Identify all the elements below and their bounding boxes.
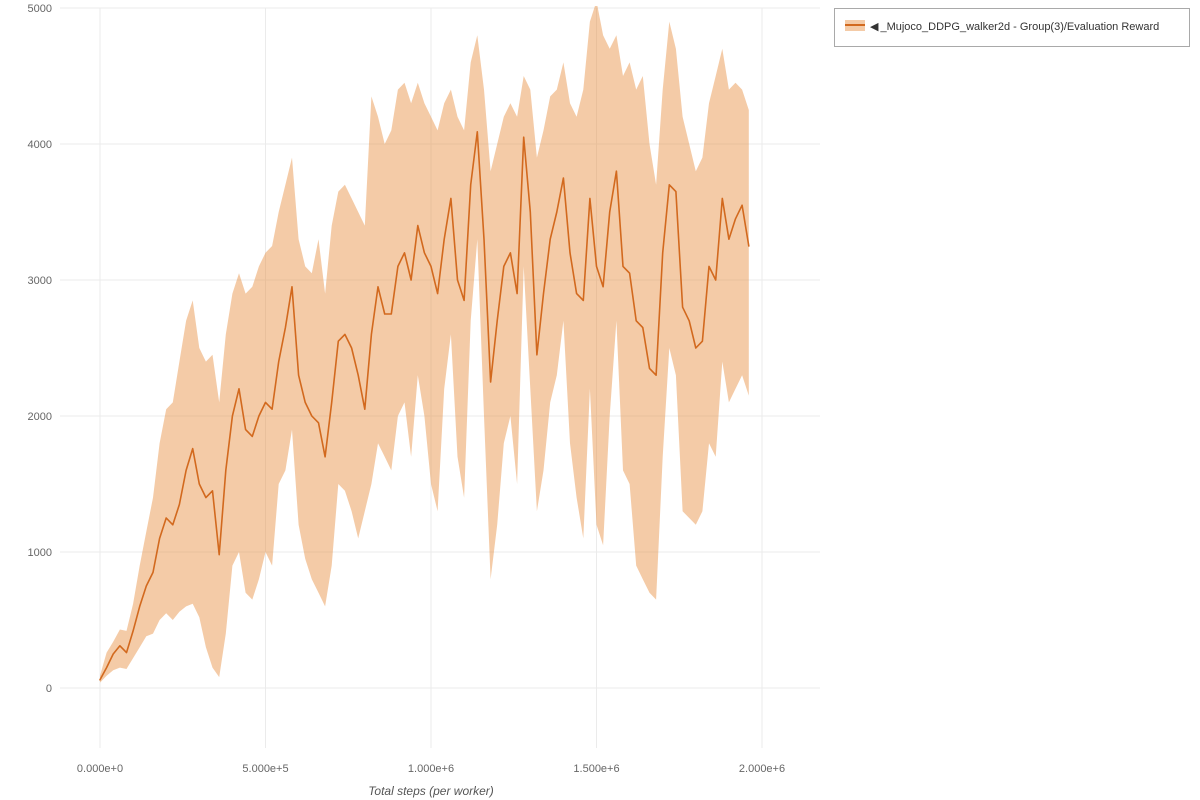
x-tick-label: 2.000e+6 xyxy=(739,763,785,775)
x-tick-label: 1.000e+6 xyxy=(408,763,454,775)
legend-marker-icon: ◀ xyxy=(870,21,879,33)
x-axis-label: Total steps (per worker) xyxy=(368,784,494,798)
y-tick-label: 2000 xyxy=(28,411,52,423)
mean-line xyxy=(99,131,750,681)
legend-label: _Mujoco_DDPG_walker2d - Group(3)/Evaluat… xyxy=(880,21,1160,33)
y-tick-label: 3000 xyxy=(28,275,52,287)
y-tick-label: 1000 xyxy=(28,547,52,559)
x-tick-label: 1.500e+6 xyxy=(573,763,619,775)
gridlines xyxy=(60,7,820,748)
x-tick-label: 5.000e+5 xyxy=(242,763,288,775)
legend-item[interactable]: ◀ _Mujoco_DDPG_walker2d - Group(3)/Evalua… xyxy=(834,8,1190,47)
plot-area[interactable] xyxy=(99,1,750,683)
x-tick-label: 0.000e+0 xyxy=(77,763,123,775)
legend-line-icon xyxy=(845,24,865,26)
reward-chart[interactable]: 0 1000 2000 3000 4000 5000 0.000e+0 5.000e+5 1.0… xyxy=(0,0,830,800)
confidence-band xyxy=(100,6,749,683)
y-tick-label: 5000 xyxy=(28,3,52,15)
y-tick-label: 4000 xyxy=(28,139,52,151)
legend-swatch-icon xyxy=(845,20,865,31)
y-tick-label: 0 xyxy=(46,683,52,695)
